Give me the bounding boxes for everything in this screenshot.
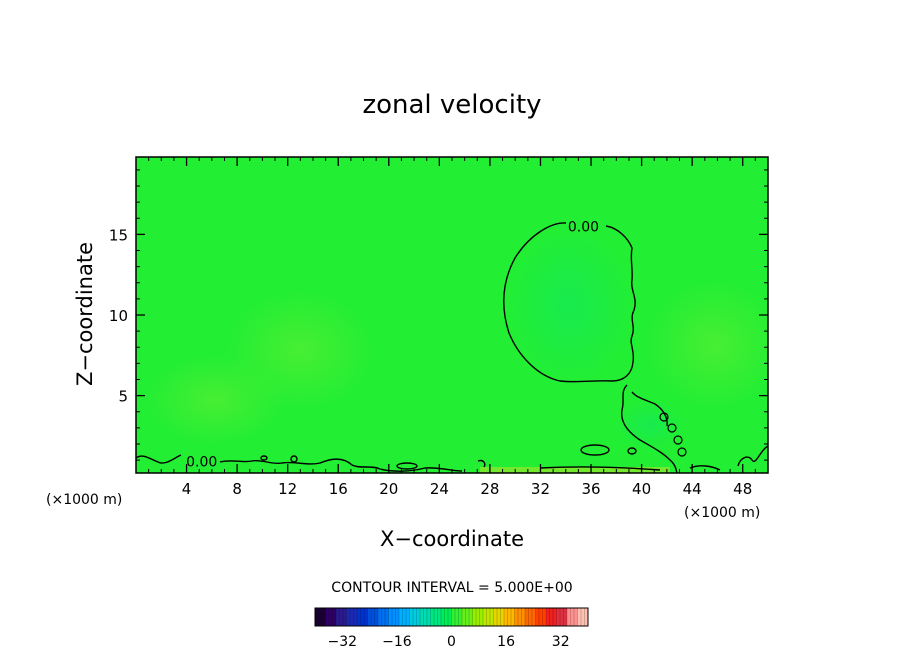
colorbar-swatch xyxy=(315,608,326,626)
x-axis-ticks: 4 8 12 16 20 24 28 32 36 40 44 48 xyxy=(182,157,752,498)
colorbar-swatch xyxy=(399,608,410,626)
field-patch-positive-mid xyxy=(225,290,375,410)
colorbar-swatch xyxy=(430,608,442,626)
colorbar-swatch xyxy=(525,608,536,626)
x-tick-label: 4 xyxy=(182,480,192,498)
colorbar-swatch xyxy=(451,608,463,626)
contour-zero-closed-1 xyxy=(580,444,610,456)
colorbar-swatch xyxy=(504,608,515,626)
y-tick-label: 5 xyxy=(118,388,128,406)
contour-interval-text: CONTOUR INTERVAL = 5.000E+00 xyxy=(331,580,572,596)
contour-zero-column xyxy=(621,384,678,474)
x-tick-label: 48 xyxy=(733,480,752,498)
colorbar-tick-label: −32 xyxy=(328,634,358,650)
colorbar-swatch xyxy=(378,608,389,626)
contour-dot xyxy=(659,412,669,422)
contour-zero-bubble xyxy=(503,222,636,383)
minor-ticks xyxy=(136,157,768,473)
x-tick-label: 28 xyxy=(480,480,499,498)
field-patch-negative-bubble xyxy=(505,225,635,385)
y-axis-ticks: 5 10 15 xyxy=(109,226,768,406)
x-unit-left: (×1000 m) xyxy=(46,492,122,508)
field-shading xyxy=(145,225,768,473)
y-axis-label: Z−coordinate xyxy=(73,242,97,386)
contour-dot xyxy=(667,423,677,433)
contour-label: 0.00 xyxy=(186,455,217,471)
field-patch-negative-low xyxy=(615,400,685,450)
x-tick-label: 16 xyxy=(329,480,348,498)
colorbar-swatch xyxy=(462,608,473,626)
colorbar-swatch xyxy=(420,608,431,626)
colorbar-swatch xyxy=(336,608,347,626)
x-tick-label: 40 xyxy=(632,480,651,498)
colorbar-swatch xyxy=(367,608,379,626)
colorbar xyxy=(314,607,589,627)
colorbar-swatch xyxy=(346,608,358,626)
y-tick-label: 10 xyxy=(109,307,128,325)
y-tick-label: 15 xyxy=(109,226,128,244)
contour-dots xyxy=(659,412,687,457)
x-axis-label: X−coordinate xyxy=(380,527,524,551)
colorbar-tick-label: 32 xyxy=(552,634,570,650)
colorbar-swatch xyxy=(556,608,568,626)
x-tick-label: 8 xyxy=(232,480,242,498)
contour-zero-closed-4 xyxy=(290,455,298,463)
colorbar-swatch xyxy=(535,608,547,626)
contour-dot xyxy=(673,435,683,445)
colorbar-tick-label: −16 xyxy=(382,634,412,650)
colorbar-swatch xyxy=(388,608,400,626)
colorbar-swatch xyxy=(357,608,368,626)
colorbar-frame xyxy=(314,607,589,627)
x-tick-label: 24 xyxy=(430,480,449,498)
contour-zero-closed-5 xyxy=(260,455,268,461)
colorbar-swatch xyxy=(546,608,557,626)
x-tick-label: 44 xyxy=(683,480,702,498)
colorbar-swatch xyxy=(325,608,337,626)
colorbar-ticks: −32 −16 0 16 32 xyxy=(328,634,570,650)
colorbar-swatch xyxy=(493,608,505,626)
colorbar-tick-label: 0 xyxy=(447,634,456,650)
colorbar-swatch xyxy=(577,608,589,626)
x-tick-label: 20 xyxy=(379,480,398,498)
colorbar-swatch xyxy=(514,608,526,626)
colorbar-swatch xyxy=(409,608,421,626)
colorbar-swatch xyxy=(483,608,494,626)
contour-dot xyxy=(677,447,687,457)
field-patch-surface-band xyxy=(480,467,670,473)
contour-labels: 0.00 0.00 xyxy=(184,217,601,472)
x-tick-label: 12 xyxy=(278,480,297,498)
x-unit-right: (×1000 m) xyxy=(684,505,760,521)
contour-label: 0.00 xyxy=(568,219,599,235)
colorbar-swatch xyxy=(567,608,578,626)
colorbar-tick-label: 16 xyxy=(497,634,515,650)
contour-zero-closed-3 xyxy=(627,447,637,455)
contour-zero-surface xyxy=(135,454,661,472)
x-tick-label: 36 xyxy=(581,480,600,498)
contour-zero-closed-2 xyxy=(396,462,418,470)
field-patch-positive-right xyxy=(645,280,768,410)
contour-zero-right-edge xyxy=(737,445,769,467)
contour-zero-column-inner xyxy=(631,391,668,427)
colorbar-swatch xyxy=(441,608,452,626)
colorbar-swatch xyxy=(472,608,484,626)
chart-title: zonal velocity xyxy=(362,90,541,120)
x-tick-label: 32 xyxy=(531,480,550,498)
